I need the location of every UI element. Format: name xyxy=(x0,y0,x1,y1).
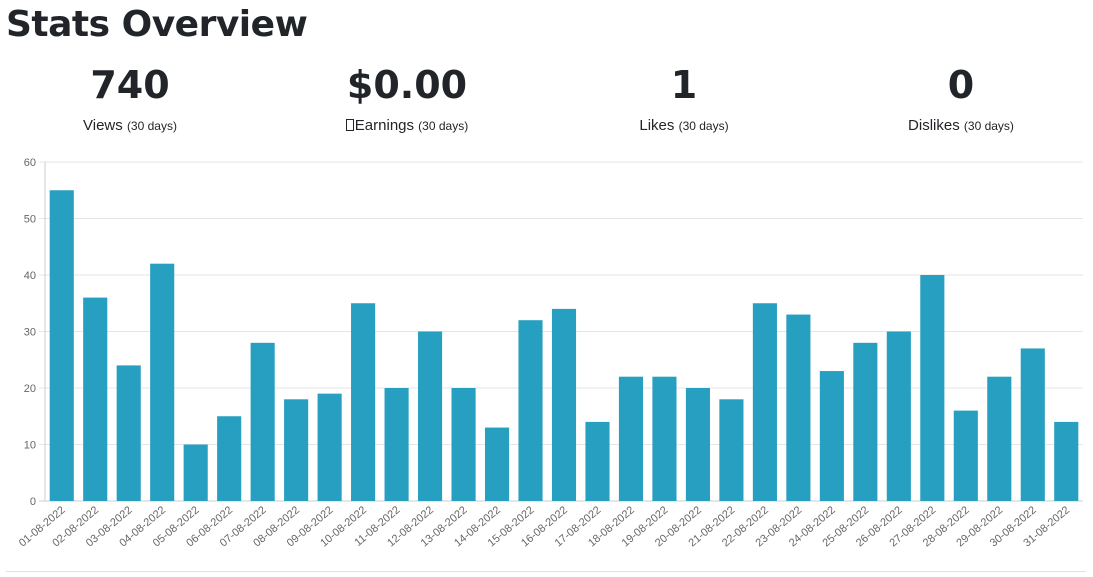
y-tick-label: 20 xyxy=(24,383,36,395)
stat-likes-label: Likes xyxy=(639,117,675,134)
bar[interactable] xyxy=(752,303,777,501)
bar[interactable] xyxy=(1020,348,1045,501)
bar[interactable] xyxy=(819,371,844,501)
bar[interactable] xyxy=(351,303,376,501)
bar[interactable] xyxy=(685,388,710,501)
y-tick-label: 10 xyxy=(24,440,36,452)
stat-earnings-value: $0.00 xyxy=(346,63,468,107)
bar[interactable] xyxy=(183,444,208,502)
bar[interactable] xyxy=(284,399,309,501)
stat-earnings-label: Earnings xyxy=(354,117,414,134)
stat-views-value: 740 xyxy=(90,63,170,107)
stat-dislikes-period: (30 days) xyxy=(963,119,1014,133)
bar[interactable] xyxy=(853,342,878,501)
bar[interactable] xyxy=(719,399,744,501)
stat-earnings: $0.00 Earnings (30 days) xyxy=(277,62,537,136)
stat-likes: 1 Likes (30 days) xyxy=(554,62,814,136)
bar[interactable] xyxy=(886,331,911,502)
views-bar-chart: 010203040506001-08-202202-08-202203-08-2… xyxy=(17,157,1083,549)
bar[interactable] xyxy=(217,416,242,501)
bar[interactable] xyxy=(953,410,978,501)
stat-earnings-label-row: Earnings (30 days) xyxy=(277,116,537,136)
bar[interactable] xyxy=(418,331,443,502)
page-title: Stats Overview xyxy=(6,4,308,45)
bar[interactable] xyxy=(384,388,409,501)
bar[interactable] xyxy=(920,275,945,501)
bar[interactable] xyxy=(451,388,476,501)
stat-views-period: (30 days) xyxy=(126,119,177,133)
missing-glyph-icon xyxy=(345,119,354,131)
stat-likes-value: 1 xyxy=(670,63,698,107)
bar[interactable] xyxy=(250,342,275,501)
bar[interactable] xyxy=(1054,421,1079,501)
bar[interactable] xyxy=(317,393,342,501)
bar[interactable] xyxy=(83,297,108,501)
bar[interactable] xyxy=(585,421,610,501)
stat-dislikes-label: Dislikes xyxy=(908,117,960,134)
bar[interactable] xyxy=(518,320,543,501)
bar[interactable] xyxy=(150,263,175,501)
y-tick-label: 30 xyxy=(24,327,36,339)
stat-dislikes-value: 0 xyxy=(947,63,975,107)
bar[interactable] xyxy=(551,308,577,501)
y-tick-label: 40 xyxy=(24,270,36,282)
stat-views: 740 Views (30 days) xyxy=(0,62,260,136)
bar[interactable] xyxy=(49,190,74,501)
bar[interactable] xyxy=(786,314,811,501)
stat-views-label: Views xyxy=(83,117,123,134)
stats-summary: 740 Views (30 days) $0.00 Earnings (30 d… xyxy=(0,62,1093,142)
stat-dislikes-label-row: Dislikes (30 days) xyxy=(831,116,1091,136)
bar[interactable] xyxy=(618,376,644,501)
bar[interactable] xyxy=(484,427,510,501)
stat-views-label-row: Views (30 days) xyxy=(0,116,260,136)
stat-likes-period: (30 days) xyxy=(678,119,729,133)
bottom-divider xyxy=(6,571,1086,572)
stat-dislikes: 0 Dislikes (30 days) xyxy=(831,62,1091,136)
stat-earnings-period: (30 days) xyxy=(418,119,469,133)
y-tick-label: 0 xyxy=(30,496,36,508)
bar[interactable] xyxy=(652,376,677,501)
bar[interactable] xyxy=(987,376,1012,501)
bar[interactable] xyxy=(116,365,141,501)
y-tick-label: 60 xyxy=(24,157,36,169)
stat-likes-label-row: Likes (30 days) xyxy=(554,116,814,136)
y-tick-label: 50 xyxy=(24,214,36,226)
